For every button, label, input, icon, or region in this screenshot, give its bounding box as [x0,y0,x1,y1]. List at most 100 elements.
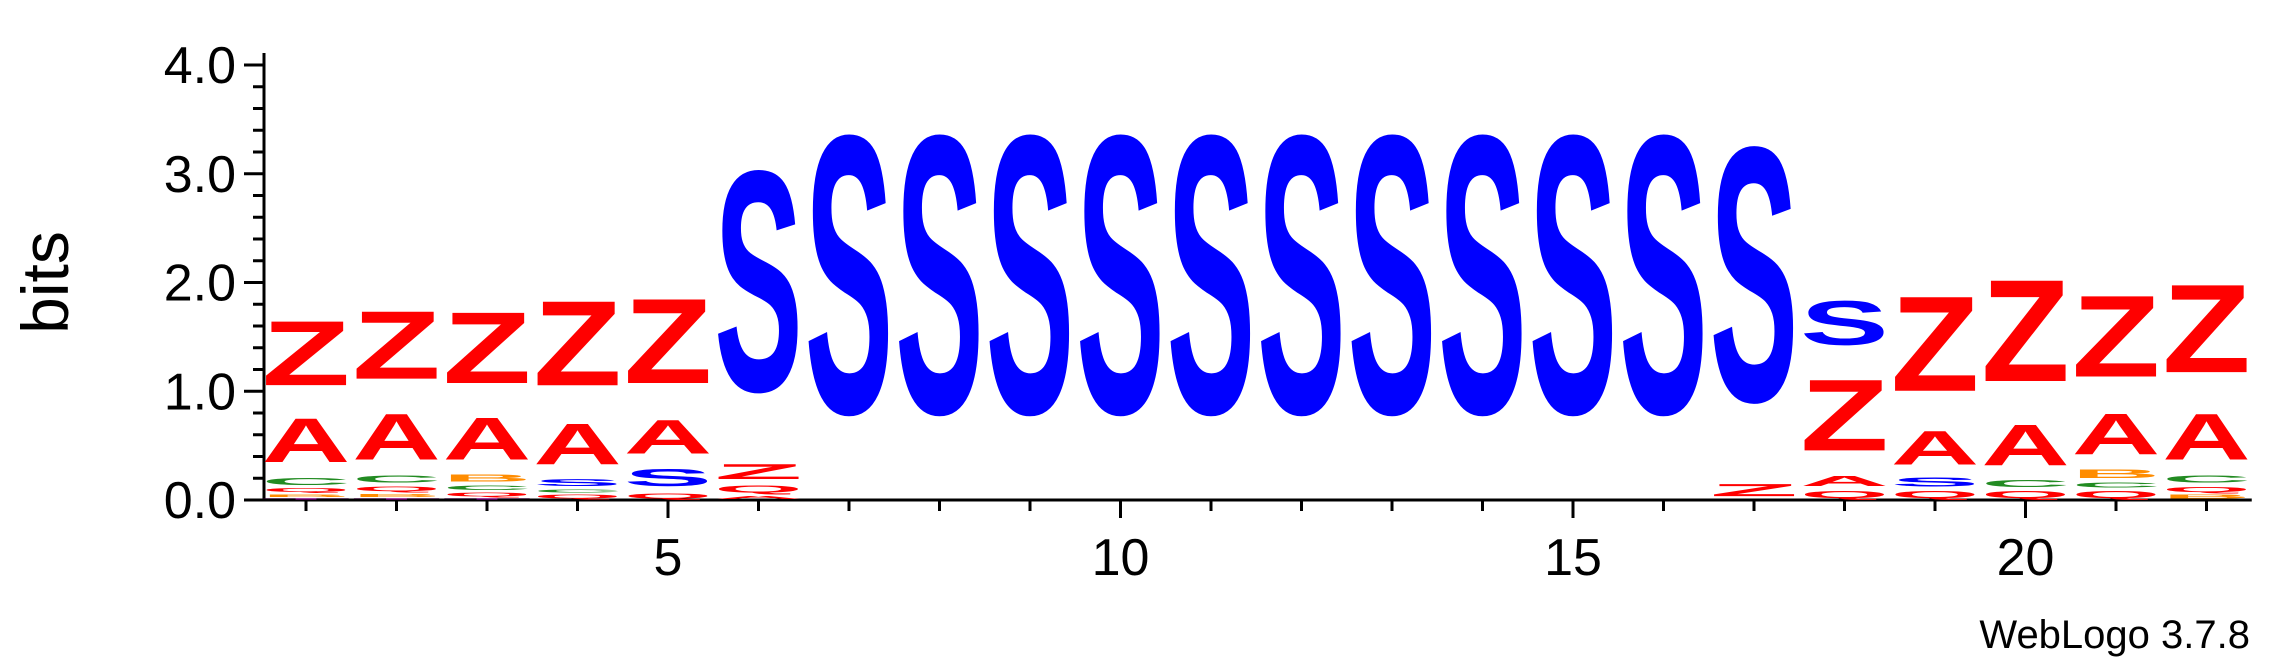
x-tick-label: 10 [1092,529,1150,587]
logo-letter-C: C [1981,478,2069,489]
logo-letter-S: S [1167,52,1255,497]
x-tick-label: 5 [654,529,683,587]
logo-letter-S: S [1348,52,1436,497]
logo-letter-A: A [1981,413,2070,478]
logo-column-12: S [1257,52,1345,497]
logo-letter-Z: Z [443,291,531,405]
logo-column-10: S [1076,52,1164,497]
logo-letter-S: S [1800,288,1888,358]
logo-letter-Z: Z [1981,250,2069,412]
logo-letter-B: B [352,492,440,497]
logo-column-7: S [805,52,893,497]
logo-letter-S: S [714,106,802,458]
logo-letter-Q: Q [1981,489,2069,500]
logo-column-16: S [1619,52,1707,497]
logo-letter-A: A [2162,400,2250,474]
logo-letter-Z: Z [2072,271,2160,401]
y-axis: 0.0 1.0 2.0 3.0 4.0 [164,37,266,530]
y-tick-label: 1.0 [164,363,236,421]
logo-letter-S: S [1438,52,1526,497]
logo-letter-S: S [986,52,1074,497]
logo-letter-C: C [2162,474,2250,485]
logo-column-15: S [1529,52,1617,497]
logo-column-11: S [1167,52,1255,497]
logo-letter-B: B [443,473,531,484]
logo-letter-S: S [1891,475,1979,489]
logo-letter-B: B [2072,467,2160,480]
y-tick-label: 0.0 [164,472,236,530]
logo-letter-A: A [533,412,622,477]
logo-letter-S: S [805,52,893,497]
logo-letter-S: S [624,464,712,491]
logo-letter-S: S [895,52,983,497]
logo-letter-Z: Z [1891,268,1979,420]
logo-letter-A: A [262,405,350,476]
logo-letter-C: C [533,488,621,493]
logo-letter-Z: Z [1800,358,1888,472]
logo-letter-Q: Q [1800,489,1888,500]
weblogo-credit: WebLogo 3.7.8 [1979,613,2250,657]
logo-letter-B: B [262,494,350,498]
logo-letter-C: C [2072,480,2160,489]
logo-letter-Q: Q [533,494,621,501]
logo-column-14: S [1438,52,1526,497]
logo-letter-C: C [352,474,440,485]
logo-letter-Q: Q [2162,485,2250,494]
logo-letter-A: A [714,495,802,500]
y-tick-label: 3.0 [164,146,236,204]
logo-letter-Z: Z [1710,480,1798,499]
x-tick-label: 20 [1997,529,2055,587]
y-tick-label: 4.0 [164,37,236,95]
logo-letter-Z: Z [262,302,350,405]
x-tick-label: 15 [1544,529,1602,587]
logo-letter-Q: Q [624,491,712,500]
logo-letter-A: A [624,410,713,464]
logo-letter-Z: Z [352,291,440,400]
logo-letter-B: B [2162,493,2250,500]
logo-letter-Z: Z [714,460,802,484]
logo-letter-S: S [1257,52,1345,497]
logo-column-17: ZS [1710,72,1798,500]
logo-letter-T: T [443,498,531,500]
logo-letter-Q: Q [262,487,350,494]
logo-letter-C: C [262,476,350,487]
logo-letter-A: A [1800,473,1888,489]
logo-letter-A: A [2072,402,2161,467]
logo-column-9: S [986,52,1074,497]
logo-letter-S: S [533,477,621,488]
logo-letter-Z: Z [624,274,712,409]
logo-letter-T: T [262,498,350,500]
logo-letter-A: A [1891,421,1980,475]
y-tick-label: 2.0 [164,255,236,313]
logo-letter-Q: Q [352,485,440,493]
logo-letter-Q: Q [443,491,531,498]
logo-column-13: S [1348,52,1436,497]
logo-letter-S: S [1619,52,1707,497]
logo-letter-Q: Q [2072,489,2160,500]
logo-letter-S: S [1710,72,1798,479]
logo-letter-C: C [443,484,531,492]
x-axis: 5 10 15 20 [264,498,2252,587]
logo-letter-Z: Z [2162,258,2250,399]
logo-letter-S: S [1529,52,1617,497]
logo-letter-A: A [443,406,531,473]
logo-letter-S: S [1076,52,1164,497]
logo-column-8: S [895,52,983,497]
logo-letter-Z: Z [533,276,621,411]
y-axis-label: bits [8,231,82,334]
logo-letter-T: T [352,498,440,500]
logo-letter-A: A [352,400,440,474]
